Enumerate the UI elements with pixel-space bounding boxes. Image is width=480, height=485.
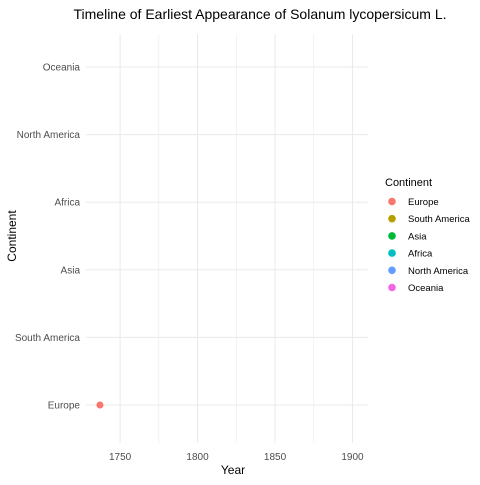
legend-key bbox=[388, 232, 396, 240]
legend-key bbox=[388, 249, 396, 257]
x-tick-label: 1800 bbox=[186, 452, 209, 463]
legend-label: Africa bbox=[408, 249, 433, 260]
legend-label: Oceania bbox=[408, 283, 444, 294]
legend-entries: Europe South America Asia Africa North Ameri… bbox=[388, 197, 470, 294]
x-tick-label: 1750 bbox=[109, 452, 132, 463]
x-tick-label: 1850 bbox=[264, 452, 287, 463]
x-axis-label: Year bbox=[221, 463, 245, 477]
legend-key bbox=[388, 283, 396, 292]
legend-label: North America bbox=[408, 266, 469, 277]
legend-label: Asia bbox=[408, 231, 427, 242]
legend-key bbox=[388, 197, 396, 206]
y-axis-label: Continent bbox=[5, 210, 19, 262]
y-tick-label: South America bbox=[15, 333, 80, 344]
legend-label: South America bbox=[408, 214, 470, 225]
legend-title: Continent bbox=[385, 177, 432, 189]
legend-key bbox=[388, 214, 396, 223]
legend: Continent Europe South America Asia Africa N… bbox=[385, 177, 470, 294]
y-tick-label: North America bbox=[17, 130, 81, 141]
y-tick-label: Europe bbox=[48, 401, 81, 412]
y-tick-label: Oceania bbox=[43, 63, 81, 74]
y-tick-labels: Europe South America Asia Africa North Ameri… bbox=[15, 63, 80, 412]
legend-label: Europe bbox=[408, 197, 439, 208]
chart-title: Timeline of Earliest Appearance of Solan… bbox=[74, 6, 447, 22]
data-point bbox=[96, 401, 104, 409]
grid bbox=[86, 34, 368, 443]
y-tick-label: Africa bbox=[54, 198, 80, 209]
x-tick-labels: 1750 1800 1850 1900 bbox=[109, 452, 364, 463]
x-tick-label: 1900 bbox=[341, 452, 364, 463]
legend-key bbox=[388, 266, 396, 275]
data-points bbox=[96, 401, 104, 409]
y-tick-label: Asia bbox=[61, 265, 81, 276]
